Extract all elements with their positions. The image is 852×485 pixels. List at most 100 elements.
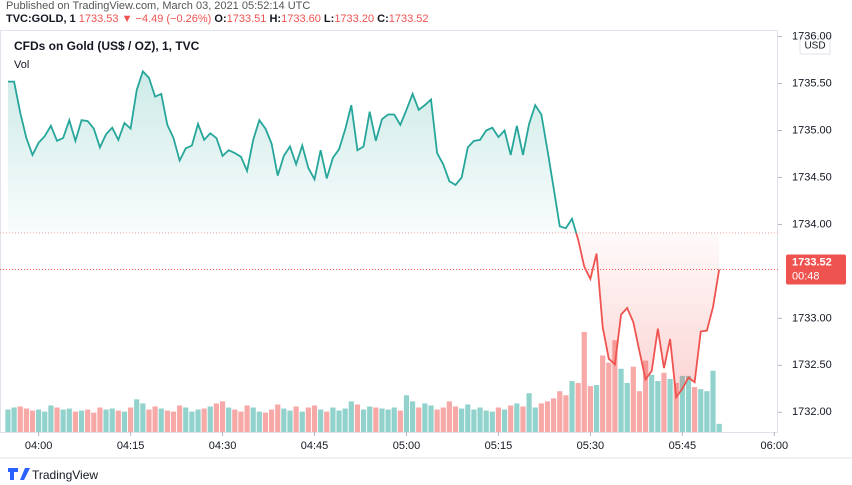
volume-bar [600,355,606,432]
volume-bar [612,340,618,432]
volume-bar [692,387,698,432]
volume-bar [581,332,587,432]
volume-bar [97,407,103,432]
volume-bar [630,366,636,432]
volume-bar [593,385,600,432]
close: 1733.52 [388,13,429,25]
countdown: 00:48 [792,270,820,282]
volume-bar [520,406,526,432]
volume-bar [134,399,140,432]
volume-bar [256,411,262,432]
volume-bar [698,389,704,432]
c-label: C: [377,13,389,25]
volume-label: Vol [14,59,29,71]
volume-bar [397,410,403,432]
volume-bar [103,409,109,432]
volume-bar [673,383,679,432]
volume-bar [624,383,630,432]
volume-bar [146,409,152,432]
volume-bar [232,409,238,432]
volume-bar [508,405,514,432]
volume-bar [446,401,452,432]
volume-bar [440,407,446,432]
volume-bar [452,406,459,432]
volume-bar [354,404,361,432]
volume-bar [60,409,66,432]
volume-bar [685,375,692,432]
change: −4.49 (−0.26%) [135,13,212,25]
volume-bar [489,411,495,432]
x-tick-label: 05:45 [669,440,697,452]
volume-bar [72,411,79,432]
volume-bar [477,407,483,432]
currency: USD [804,41,825,52]
volume-bar [495,407,502,432]
volume-bar [85,409,91,432]
x-tick-label: 06:00 [761,440,789,452]
x-tick-label: 04:45 [301,440,329,452]
volume-bar [532,407,538,432]
volume-bar [618,368,624,432]
volume-bar [207,406,213,432]
volume-bar [667,378,673,432]
volume-bar [704,391,710,432]
volume-bar [54,407,60,432]
l-label: L: [323,13,335,25]
volume-bar [330,407,336,432]
volume-bar [140,403,146,432]
price-label-box [786,254,846,285]
volume-bar [226,407,232,432]
volume-bar [36,409,42,432]
open: 1733.51 [226,13,267,25]
volume-bar [459,408,465,432]
volume-bar [324,411,330,432]
volume-bar [544,401,551,432]
high: 1733.60 [281,13,321,25]
volume-bar [422,403,428,432]
x-tick-label: 05:30 [577,440,605,452]
symbol: TVC:GOLD, 1 [6,13,76,25]
price-line [7,69,721,400]
volume-bar [642,360,649,432]
volume-bar [434,409,440,432]
volume-bar [575,383,581,432]
volume-bar [526,393,532,432]
volume-bar [360,409,367,432]
chart-title: CFDs on Gold (US$ / OZ), 1, TVC [14,39,200,53]
volume-bar [514,403,520,432]
volume-bar [152,406,158,432]
volume-bar [661,372,667,432]
volume-bar [403,395,410,432]
y-tick-label: 1735.50 [792,77,832,89]
published: Published on TradingView.com, March 03, … [6,0,311,12]
arrow: ▼ [121,13,133,25]
volume-bar [428,405,434,432]
volume-bar [373,407,379,432]
price-label: 1733.52 [792,256,832,268]
price-area [7,71,720,398]
volume-bar [655,380,661,432]
volume-bar [91,412,97,432]
volume-bar [109,408,115,432]
volume-bar [716,423,722,432]
volume-bar [391,407,397,432]
volume-bar [465,404,471,432]
volume-bar [29,410,36,432]
o-label: O: [214,13,227,25]
volume-bar [281,408,287,432]
x-tick-label: 04:15 [117,440,145,452]
volume-bar [563,395,569,432]
volume-bar [244,405,250,432]
volume-bar [293,406,299,432]
volume-bar [299,411,305,432]
y-tick-label: 1732.50 [792,359,832,371]
x-tick-label: 04:30 [209,440,237,452]
volume-bar [569,380,575,432]
volume-bar [342,408,348,432]
volume-bar [416,407,422,432]
volume-bar [164,410,170,432]
volume-bar [483,410,489,432]
y-tick-label: 1732.00 [792,406,832,418]
y-tick-label: 1733.00 [792,312,832,324]
